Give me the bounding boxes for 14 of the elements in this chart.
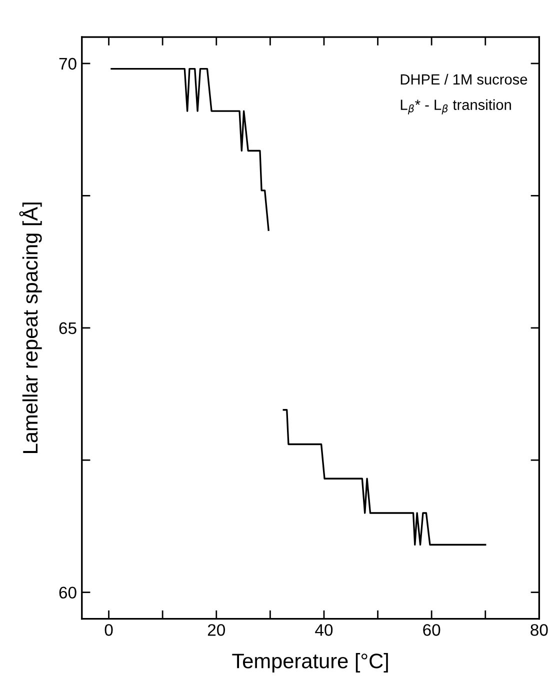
x-tick-label: 60: [423, 624, 440, 636]
y-axis-title: Lamellar repeat spacing [Å]: [19, 202, 42, 453]
x-tick-label: 0: [104, 624, 113, 636]
line-series: [110, 68, 270, 231]
x-tick-label: 40: [315, 624, 333, 636]
y-tick-label: 70: [59, 58, 76, 70]
annotation: DHPE / 1M sucrose: [400, 74, 528, 85]
x-tick-label: 80: [530, 624, 548, 636]
y-tick-label: 60: [59, 586, 76, 599]
annotation: L$_{β}$* - L$_{β}$ transition: [400, 99, 511, 114]
y-tick-label: 65: [59, 322, 76, 334]
line-series: [282, 409, 486, 546]
x-axis-title: Temperature [°C]: [232, 653, 388, 672]
x-tick-label: 20: [208, 624, 225, 636]
